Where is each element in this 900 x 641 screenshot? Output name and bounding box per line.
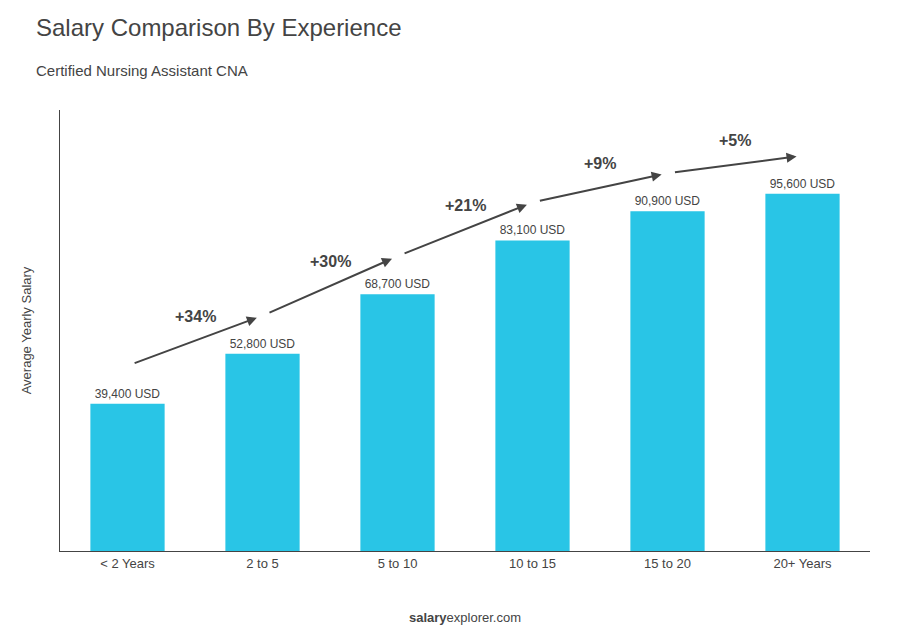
svg-text:83,100 USD: 83,100 USD	[500, 223, 566, 237]
svg-text:+5%: +5%	[719, 132, 751, 149]
svg-text:< 2 Years: < 2 Years	[100, 556, 155, 571]
svg-text:Salary Comparison By Experienc: Salary Comparison By Experience	[36, 14, 402, 41]
svg-text:2 to 5: 2 to 5	[246, 556, 279, 571]
svg-text:90,900 USD: 90,900 USD	[635, 194, 701, 208]
svg-text:Certified Nursing Assistant CN: Certified Nursing Assistant CNA	[36, 62, 248, 79]
svg-text:+9%: +9%	[584, 155, 616, 172]
svg-text:39,400 USD: 39,400 USD	[95, 387, 161, 401]
svg-text:95,600 USD: 95,600 USD	[770, 177, 836, 191]
svg-text:20+ Years: 20+ Years	[773, 556, 832, 571]
svg-text:Average Yearly Salary: Average Yearly Salary	[19, 266, 34, 394]
svg-text:10 to 15: 10 to 15	[509, 556, 556, 571]
svg-text:5 to 10: 5 to 10	[378, 556, 418, 571]
svg-text:+34%: +34%	[175, 308, 216, 325]
svg-text:+30%: +30%	[310, 253, 351, 270]
svg-text:52,800 USD: 52,800 USD	[230, 337, 296, 351]
svg-text:68,700 USD: 68,700 USD	[365, 277, 431, 291]
svg-text:15 to 20: 15 to 20	[644, 556, 691, 571]
svg-text:salaryexplorer.com: salaryexplorer.com	[409, 610, 521, 625]
svg-text:+21%: +21%	[445, 197, 486, 214]
